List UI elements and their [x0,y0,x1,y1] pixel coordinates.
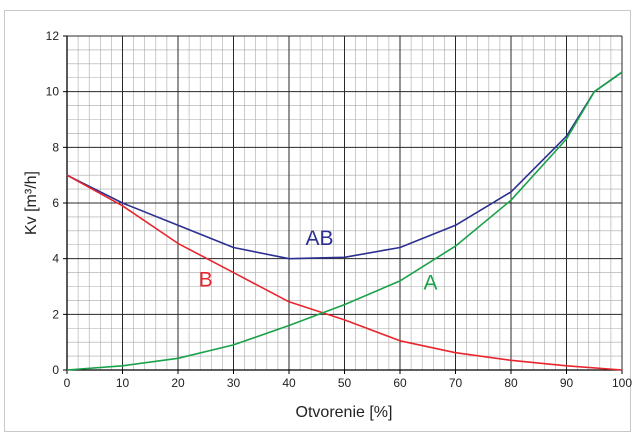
y-tick-label: 0 [52,363,59,377]
x-tick-label: 50 [338,376,352,390]
x-tick-label: 40 [282,376,296,390]
x-tick-label: 20 [171,376,185,390]
series-line-b [66,174,623,371]
series-label-ab: AB [306,227,334,250]
x-tick-label: 90 [560,376,574,390]
x-tick-label: 10 [116,376,130,390]
axes [63,35,623,374]
x-tick-label: 60 [393,376,407,390]
x-tick-label: 100 [612,376,632,390]
x-axis-label: Otvorenie [%] [296,404,393,421]
y-axis-label: Kv [m³/h] [23,171,40,235]
x-tick-label: 70 [449,376,463,390]
x-tick-label: 0 [64,376,71,390]
y-tick-label: 6 [52,196,59,210]
y-tick-label: 4 [52,252,59,266]
series-lines [66,71,623,371]
tick-labels: 0 10 20 30 40 50 60 70 80 90 100 0 2 4 6 8 10 12 [46,29,633,390]
series-label-a: A [424,271,438,294]
y-tick-label: 12 [46,29,60,43]
y-tick-label: 2 [52,307,59,321]
series-line-ab [66,71,623,260]
y-tick-label: 8 [52,140,59,154]
x-tick-label: 30 [227,376,241,390]
x-tick-label: 80 [504,376,518,390]
series-label-b: B [199,269,213,292]
series-labels: AB B A [199,227,438,295]
y-tick-label: 10 [46,85,60,99]
series-line-a [66,71,623,371]
